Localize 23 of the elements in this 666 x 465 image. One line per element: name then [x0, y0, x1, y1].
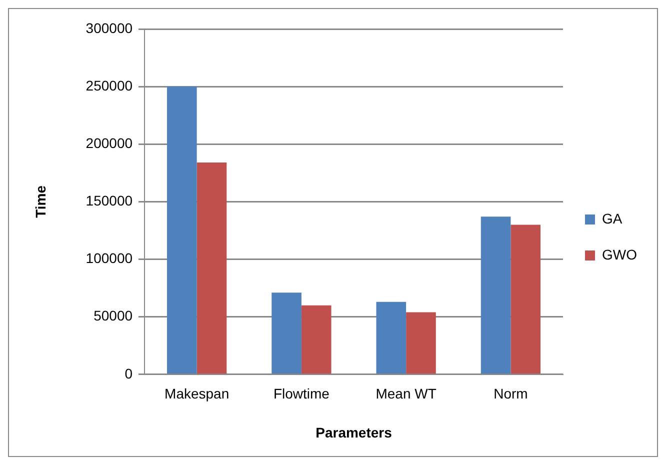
y-axis-title: Time [32, 185, 48, 218]
bar [376, 302, 406, 374]
bar [272, 292, 302, 374]
bar [196, 162, 227, 374]
legend-label: GA [602, 210, 623, 226]
x-axis-title: Parameters [316, 424, 392, 440]
y-tick-label: 250000 [86, 77, 133, 94]
bar [510, 224, 541, 374]
legend-label: GWO [602, 246, 638, 262]
bar [480, 216, 511, 374]
y-tick-label: 200000 [86, 134, 133, 151]
x-tick-label: Mean WT [376, 386, 437, 402]
bar [301, 305, 332, 374]
y-tick-label: 50000 [94, 308, 133, 324]
y-tick-label: 0 [124, 365, 133, 382]
y-tick-label: 150000 [86, 192, 133, 209]
bar [167, 86, 197, 374]
bar [406, 312, 436, 374]
x-tick-label: Flowtime [273, 386, 330, 402]
x-tick-label: Makespan [164, 386, 230, 402]
y-tick-label: 100000 [86, 250, 133, 266]
y-tick-label: 300000 [86, 20, 133, 36]
x-tick-label: Norm [494, 386, 528, 402]
